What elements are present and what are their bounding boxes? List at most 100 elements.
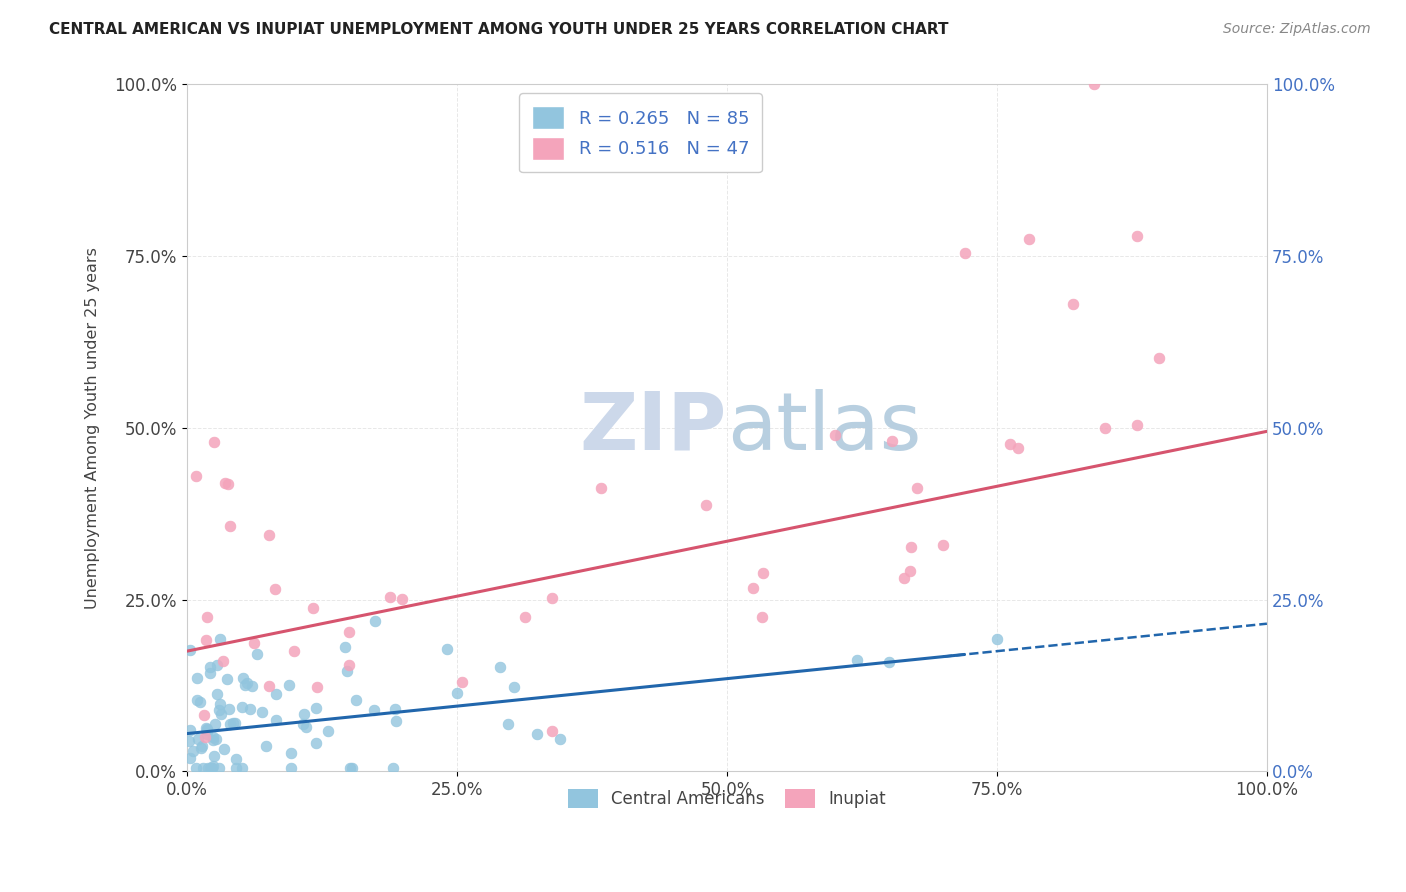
Point bbox=[1094, 421, 1116, 435]
Point bbox=[259, 527, 281, 541]
Point bbox=[1147, 351, 1170, 365]
Point bbox=[201, 761, 224, 775]
Point bbox=[198, 665, 221, 680]
Point bbox=[243, 636, 266, 650]
Point bbox=[205, 658, 228, 673]
Point bbox=[1083, 78, 1105, 92]
Point bbox=[283, 643, 305, 657]
Point bbox=[541, 591, 564, 605]
Point bbox=[240, 679, 263, 693]
Point bbox=[204, 717, 226, 731]
Point bbox=[201, 759, 224, 773]
Text: CENTRAL AMERICAN VS INUPIAT UNEMPLOYMENT AMONG YOUTH UNDER 25 YEARS CORRELATION : CENTRAL AMERICAN VS INUPIAT UNEMPLOYMENT… bbox=[49, 22, 949, 37]
Point bbox=[200, 761, 222, 775]
Point bbox=[224, 715, 246, 730]
Point bbox=[233, 677, 256, 691]
Point bbox=[236, 676, 259, 690]
Point bbox=[190, 740, 212, 755]
Point bbox=[194, 722, 217, 736]
Point bbox=[208, 703, 231, 717]
Point bbox=[340, 761, 363, 775]
Point bbox=[845, 653, 868, 667]
Point bbox=[195, 723, 218, 738]
Point bbox=[295, 720, 318, 734]
Point bbox=[177, 734, 200, 748]
Point bbox=[385, 714, 408, 728]
Point bbox=[513, 610, 536, 624]
Point bbox=[198, 660, 221, 674]
Point bbox=[209, 707, 232, 722]
Point bbox=[316, 723, 339, 738]
Point bbox=[877, 655, 900, 669]
Point bbox=[214, 475, 236, 490]
Point bbox=[239, 702, 262, 716]
Point bbox=[436, 642, 458, 657]
Point bbox=[364, 614, 387, 628]
Point bbox=[344, 693, 367, 707]
Point bbox=[179, 751, 201, 765]
Point bbox=[231, 761, 253, 775]
Point bbox=[381, 761, 404, 775]
Point bbox=[305, 736, 328, 750]
Point bbox=[218, 702, 240, 716]
Point bbox=[232, 671, 254, 685]
Text: ZIP: ZIP bbox=[579, 389, 727, 467]
Point bbox=[741, 581, 763, 595]
Point bbox=[695, 498, 717, 512]
Point bbox=[384, 702, 406, 716]
Point bbox=[217, 477, 239, 491]
Point bbox=[215, 672, 238, 686]
Point bbox=[202, 749, 225, 764]
Point bbox=[257, 679, 280, 693]
Point bbox=[824, 427, 846, 442]
Point bbox=[212, 741, 235, 756]
Point bbox=[337, 624, 360, 639]
Point bbox=[202, 730, 225, 744]
Point bbox=[200, 761, 222, 775]
Point bbox=[986, 632, 1008, 646]
Point bbox=[1126, 228, 1149, 243]
Point bbox=[905, 481, 928, 495]
Point bbox=[893, 571, 915, 585]
Point bbox=[489, 659, 512, 673]
Point bbox=[194, 633, 217, 648]
Point bbox=[953, 245, 976, 260]
Point bbox=[201, 732, 224, 747]
Point bbox=[225, 761, 247, 775]
Point bbox=[205, 687, 228, 701]
Point bbox=[264, 714, 287, 728]
Point bbox=[184, 469, 207, 483]
Point bbox=[541, 723, 564, 738]
Point bbox=[451, 675, 474, 690]
Point bbox=[752, 566, 775, 581]
Point bbox=[900, 540, 922, 554]
Point bbox=[187, 732, 209, 747]
Point bbox=[337, 658, 360, 673]
Point bbox=[193, 761, 215, 775]
Point bbox=[339, 761, 361, 775]
Point bbox=[336, 664, 359, 678]
Legend: Central Americans, Inupiat: Central Americans, Inupiat bbox=[561, 782, 893, 814]
Point bbox=[179, 723, 201, 737]
Text: Source: ZipAtlas.com: Source: ZipAtlas.com bbox=[1223, 22, 1371, 37]
Point bbox=[219, 717, 242, 731]
Y-axis label: Unemployment Among Youth under 25 years: Unemployment Among Youth under 25 years bbox=[86, 247, 100, 609]
Point bbox=[882, 434, 904, 448]
Point bbox=[202, 434, 225, 449]
Point bbox=[264, 687, 287, 701]
Point bbox=[292, 706, 315, 721]
Point bbox=[496, 717, 519, 731]
Point bbox=[550, 732, 572, 747]
Point bbox=[333, 640, 356, 654]
Point bbox=[932, 538, 955, 552]
Point bbox=[589, 481, 612, 495]
Point bbox=[195, 609, 218, 624]
Point bbox=[1018, 232, 1040, 246]
Point bbox=[194, 731, 217, 745]
Point bbox=[246, 647, 269, 661]
Point bbox=[1126, 417, 1149, 432]
Point bbox=[751, 609, 773, 624]
Point bbox=[1007, 441, 1029, 455]
Point bbox=[179, 643, 201, 657]
Point bbox=[998, 436, 1021, 450]
